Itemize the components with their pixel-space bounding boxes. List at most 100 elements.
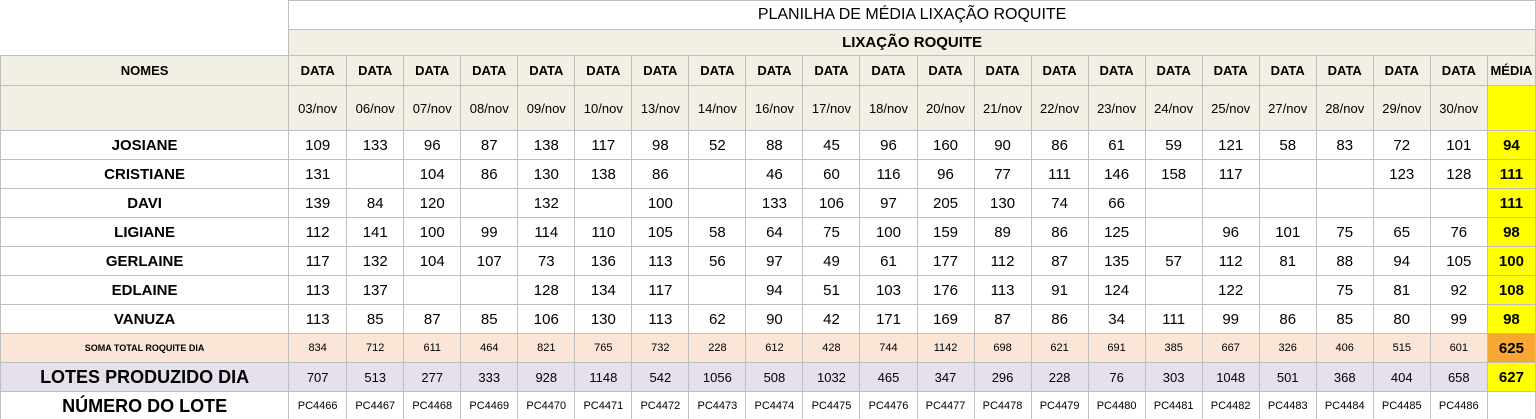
worker-value: 61 <box>859 246 918 276</box>
worker-value <box>1258 159 1317 189</box>
worker-value: 94 <box>1372 246 1431 276</box>
worker-value: 59 <box>1144 130 1203 160</box>
worker-value: 112 <box>973 246 1032 276</box>
worker-value: 86 <box>1030 130 1089 160</box>
soma-value: 464 <box>460 333 519 363</box>
worker-value: 97 <box>859 188 918 218</box>
worker-value: 99 <box>1201 304 1260 334</box>
worker-value: 101 <box>1258 217 1317 247</box>
worker-value: 113 <box>631 304 690 334</box>
worker-value: 137 <box>346 275 405 305</box>
worker-value: 89 <box>973 217 1032 247</box>
soma-value: 765 <box>574 333 633 363</box>
soma-value: 691 <box>1087 333 1146 363</box>
numero-lote-value: PC4474 <box>745 391 804 419</box>
worker-value: 122 <box>1201 275 1260 305</box>
lotes-value: 228 <box>1030 362 1089 392</box>
worker-value <box>574 188 633 218</box>
soma-value: 611 <box>403 333 462 363</box>
data-header: DATA <box>859 55 918 86</box>
worker-value: 113 <box>288 275 348 305</box>
worker-value: 132 <box>517 188 576 218</box>
worker-value: 66 <box>1087 188 1146 218</box>
lotes-label: LOTES PRODUZIDO DIA <box>0 362 290 392</box>
worker-value: 80 <box>1372 304 1431 334</box>
worker-value: 131 <box>288 159 348 189</box>
date-cell: 27/nov <box>1258 85 1317 131</box>
sheet-title: PLANILHA DE MÉDIA LIXAÇÃO ROQUITE <box>288 0 1536 30</box>
lotes-value: 465 <box>859 362 918 392</box>
worker-value <box>346 159 405 189</box>
numero-lote-value: PC4481 <box>1144 391 1203 419</box>
worker-value: 51 <box>802 275 861 305</box>
lotes-value: 707 <box>288 362 348 392</box>
worker-value: 113 <box>288 304 348 334</box>
worker-value: 101 <box>1429 130 1488 160</box>
date-cell: 25/nov <box>1201 85 1260 131</box>
worker-value: 90 <box>973 130 1032 160</box>
numero-lote-value: PC4473 <box>688 391 747 419</box>
subtitle-row: LIXAÇÃO ROQUITE <box>0 29 1536 56</box>
worker-value: 120 <box>403 188 462 218</box>
worker-value: 113 <box>973 275 1032 305</box>
date-cell: 03/nov <box>288 85 348 131</box>
worker-value: 146 <box>1087 159 1146 189</box>
worker-value: 84 <box>346 188 405 218</box>
numero-lote-row: NÚMERO DO LOTE PC4466 PC4467 PC4468 PC4469 PC… <box>0 391 1536 419</box>
date-cell: 23/nov <box>1087 85 1146 131</box>
data-header: DATA <box>1258 55 1317 86</box>
worker-value: 103 <box>859 275 918 305</box>
worker-value <box>460 275 519 305</box>
date-cell: 28/nov <box>1315 85 1374 131</box>
lotes-value: 333 <box>460 362 519 392</box>
media-blank-cell <box>1486 85 1536 131</box>
worker-value <box>1429 188 1488 218</box>
worker-value: 106 <box>517 304 576 334</box>
worker-value: 65 <box>1372 217 1431 247</box>
date-cell: 20/nov <box>916 85 975 131</box>
numero-lote-value: PC4467 <box>346 391 405 419</box>
worker-value: 114 <box>517 217 576 247</box>
date-cell: 29/nov <box>1372 85 1431 131</box>
worker-media: 98 <box>1486 217 1536 247</box>
worker-value: 46 <box>745 159 804 189</box>
worker-value <box>1372 188 1431 218</box>
soma-value: 821 <box>517 333 576 363</box>
worker-value <box>1315 159 1374 189</box>
worker-value: 90 <box>745 304 804 334</box>
blank-cell <box>0 29 289 56</box>
data-header: DATA <box>631 55 690 86</box>
worker-value: 52 <box>688 130 747 160</box>
worker-value: 88 <box>1315 246 1374 276</box>
worker-media: 100 <box>1486 246 1536 276</box>
worker-value: 57 <box>1144 246 1203 276</box>
header-row: NOMES DATA DATA DATA DATA DATA DATA DATA DATA DAT… <box>0 55 1536 86</box>
dates-row: 03/nov 06/nov 07/nov 08/nov 09/nov 10/nov 13/n… <box>0 85 1536 131</box>
soma-value: 385 <box>1144 333 1203 363</box>
worker-value: 87 <box>460 130 519 160</box>
worker-value: 96 <box>859 130 918 160</box>
worker-value: 125 <box>1087 217 1146 247</box>
soma-value: 428 <box>802 333 861 363</box>
data-header: DATA <box>802 55 861 86</box>
date-cell: 21/nov <box>973 85 1032 131</box>
date-cell: 13/nov <box>631 85 690 131</box>
worker-value: 111 <box>1030 159 1089 189</box>
worker-value: 81 <box>1258 246 1317 276</box>
worker-value: 117 <box>574 130 633 160</box>
numero-lote-value: PC4471 <box>574 391 633 419</box>
numero-lote-value: PC4485 <box>1372 391 1431 419</box>
worker-value: 121 <box>1201 130 1260 160</box>
worker-value: 171 <box>859 304 918 334</box>
worker-value: 130 <box>973 188 1032 218</box>
soma-value: 732 <box>631 333 690 363</box>
numero-lote-value: PC4480 <box>1087 391 1146 419</box>
worker-row: JOSIANE 109 133 96 87 138 117 98 52 88 45 96 160 90 86… <box>0 130 1536 160</box>
worker-value: 85 <box>460 304 519 334</box>
worker-value: 135 <box>1087 246 1146 276</box>
worker-value: 136 <box>574 246 633 276</box>
worker-value <box>1201 188 1260 218</box>
soma-value: 326 <box>1258 333 1317 363</box>
numero-lote-value: PC4472 <box>631 391 690 419</box>
